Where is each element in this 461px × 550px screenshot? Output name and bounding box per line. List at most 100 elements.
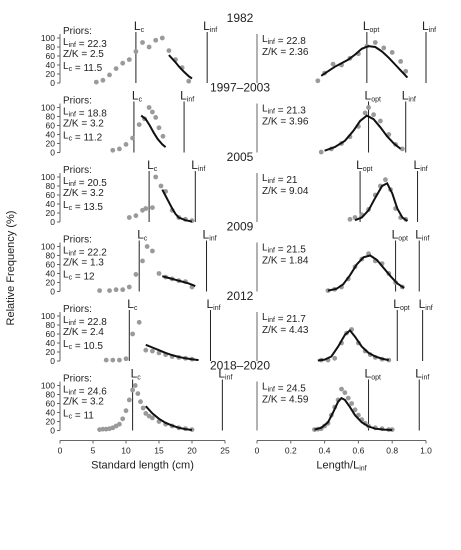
linf-line-label-right: Linf [422,19,436,34]
x-tick-label: 0.2 [285,446,297,456]
y-tick-label: 80 [46,320,56,330]
data-point [150,205,155,211]
panel-title: 2005 [227,150,254,164]
lc-prior: Lc = 11.2 [63,131,103,144]
data-point [156,125,162,131]
y-tick-label: 20 [46,417,56,427]
data-point [117,357,122,363]
left-x-axis-label: Standard length (cm) [91,460,194,472]
data-point [123,142,129,147]
y-tick-label: 40 [46,130,56,140]
y-tick-label: 100 [41,33,55,43]
x-axes: 0 5 10 15 20 25 Standard length (cm) 0 0.2 0.4 0.6… [58,440,432,473]
data-point [150,348,155,354]
lopt-line-label: Lopt [365,367,381,382]
lc-line-label: Lc [131,367,142,382]
x-tick-label: 0.4 [319,446,331,456]
data-point [107,72,112,78]
data-point [330,61,336,67]
linf-prior: Linf = 22.2 [63,246,107,259]
fit-curve [145,343,199,362]
panel-title: 2009 [227,220,254,234]
data-point [135,391,141,396]
y-tick-label: 20 [46,278,56,288]
linf-line-label: Linf [218,367,232,382]
fit-curve [314,396,393,432]
fit-curve [162,275,196,288]
data-point [97,288,102,293]
data-point [398,59,404,64]
zk-prior: Z/K = 2.4 [63,327,104,338]
data-point [113,66,119,71]
data-point [130,331,136,337]
data-point [318,149,324,155]
data-point [156,271,162,276]
y-tick-label: 60 [46,329,56,339]
y-tick-label: 60 [46,190,56,200]
zk-estimate: Z/K = 1.84 [262,256,309,267]
data-point [136,319,142,325]
linf-line-label-right: Linf [414,158,428,173]
data-point [126,397,132,403]
data-point [126,215,132,220]
y-tick-label: 0 [50,148,55,158]
data-point [371,112,377,118]
lopt-line-label: Lopt [392,228,408,243]
data-point [150,415,155,421]
linf-line-label: Linf [203,228,217,243]
x-tick-label: 0.8 [386,446,398,456]
y-tick-label: 80 [46,390,56,400]
data-point [113,287,119,293]
x-tick-label: 25 [220,446,230,456]
data-point [150,248,155,254]
zk-prior: Z/K = 1.3 [63,258,104,269]
y-tick-label: 60 [46,121,56,131]
data-point [403,68,409,74]
data-point [136,122,142,127]
x-tick-label: 0.6 [352,446,364,456]
zk-estimate: Z/K = 4.59 [262,395,309,406]
zk-prior: Z/K = 2.5 [63,49,104,60]
data-point [126,284,132,290]
x-tick-label: 5 [91,446,96,456]
data-point [117,421,122,427]
panel-title: 1997–2003 [210,81,270,95]
data-point [143,206,149,211]
linf-prior: Linf = 18.8 [63,107,107,120]
data-point [146,44,152,50]
data-point [372,40,378,45]
y-tick-label: 100 [41,103,55,113]
y-tick-label: 40 [46,269,56,279]
linf-estimate: Linf = 21.3 [262,104,306,117]
fit-curve [320,45,409,79]
data-point [160,133,166,139]
linf-estimate: Linf = 22.8 [262,34,306,47]
y-tick-label: 20 [46,347,56,357]
y-tick-label: 0 [50,287,55,297]
linf-prior: Linf = 22.3 [63,37,107,50]
data-point [100,426,106,432]
fit-curve [140,114,167,148]
data-point [342,390,348,396]
data-point [383,177,388,183]
data-point [315,78,321,84]
linf-line-label-right: Linf [402,89,416,104]
data-point [366,105,371,110]
linf-line-label-right: Linf [415,367,429,382]
data-point [349,401,355,406]
data-point [110,147,116,153]
data-point [140,258,145,264]
data-point [126,57,132,62]
linf-line-label: Linf [191,158,205,173]
fit-curve [168,54,193,80]
linf-estimate: Linf = 24.5 [262,382,306,395]
fit-curve [354,181,408,222]
y-tick-label: 40 [46,199,56,209]
data-point [120,287,126,293]
fit-curve [161,189,193,223]
y-tick-label: 20 [46,208,56,218]
